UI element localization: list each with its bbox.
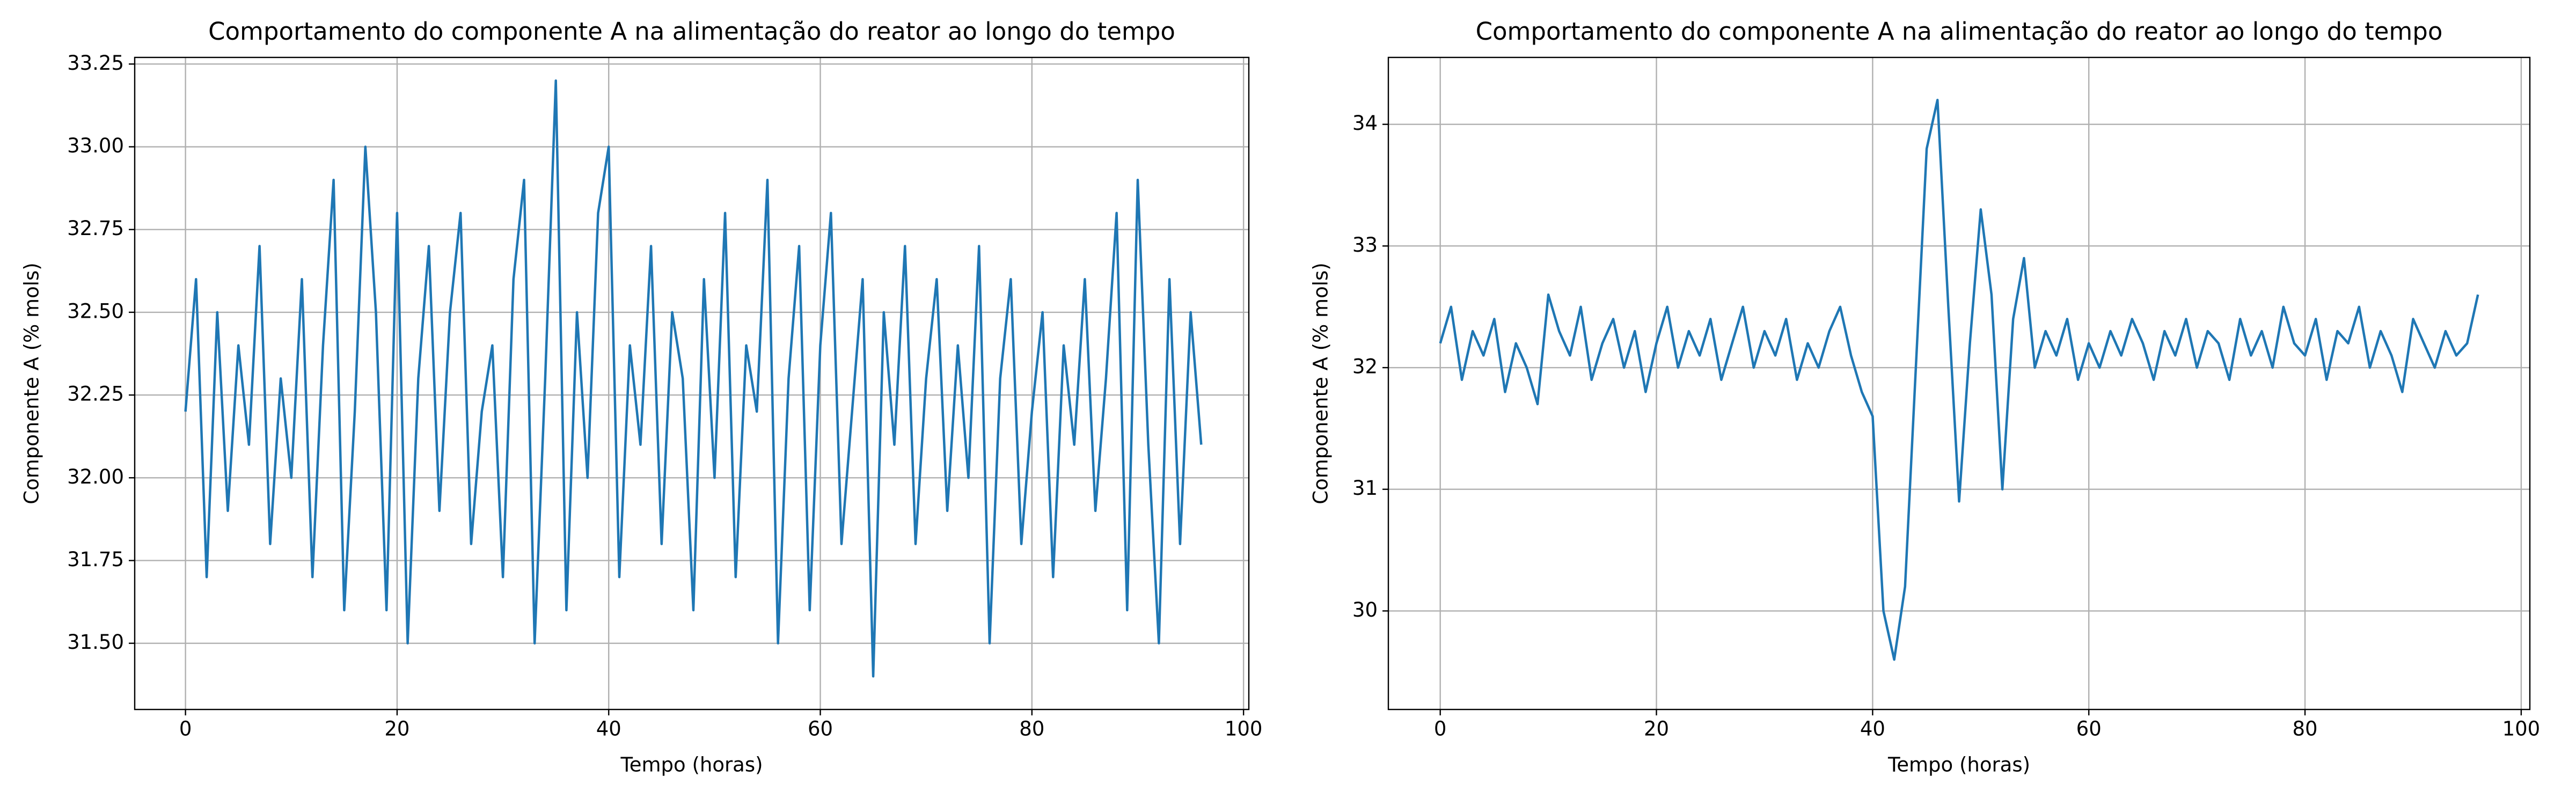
y-tick-label: 33.00 xyxy=(67,134,124,157)
y-tick-label: 32.50 xyxy=(67,299,124,323)
x-axis-label: Tempo (horas) xyxy=(1887,753,2030,777)
chart-title: Comportamento do componente A na aliment… xyxy=(1476,17,2443,46)
y-tick-label: 31 xyxy=(1352,477,1378,500)
y-tick-label: 32.75 xyxy=(67,217,124,240)
x-tick-label: 80 xyxy=(2292,718,2317,741)
x-tick-label: 0 xyxy=(179,718,192,741)
x-tick-label: 100 xyxy=(2502,718,2541,741)
y-tick-label: 31.50 xyxy=(67,631,124,654)
y-axis-label: Componente A (% mols) xyxy=(20,262,43,504)
y-tick-label: 31.75 xyxy=(67,548,124,571)
x-tick-label: 100 xyxy=(1225,718,1263,741)
y-tick-label: 32 xyxy=(1352,355,1378,378)
x-tick-label: 40 xyxy=(1860,718,1885,741)
chart-title: Comportamento do componente A na aliment… xyxy=(208,17,1175,46)
y-axis-label: Componente A (% mols) xyxy=(1309,262,1333,504)
x-tick-label: 20 xyxy=(1644,718,1669,741)
x-tick-label: 60 xyxy=(2076,718,2102,741)
x-tick-label: 80 xyxy=(1019,718,1044,741)
x-tick-label: 60 xyxy=(808,718,833,741)
y-tick-label: 30 xyxy=(1352,598,1378,621)
y-tick-label: 32.00 xyxy=(67,465,124,488)
x-axis-label: Tempo (horas) xyxy=(620,753,763,777)
data-line xyxy=(184,79,1203,678)
y-tick-label: 34 xyxy=(1352,112,1378,135)
x-tick-label: 40 xyxy=(596,718,621,741)
y-tick-label: 32.25 xyxy=(67,383,124,406)
data-line xyxy=(1439,99,2479,661)
axes-frame xyxy=(1387,56,2531,711)
y-tick-label: 33 xyxy=(1352,233,1378,257)
x-tick-label: 0 xyxy=(1434,718,1447,741)
x-tick-label: 20 xyxy=(384,718,409,741)
y-tick-label: 33.25 xyxy=(67,52,124,75)
axes-frame xyxy=(134,56,1250,711)
